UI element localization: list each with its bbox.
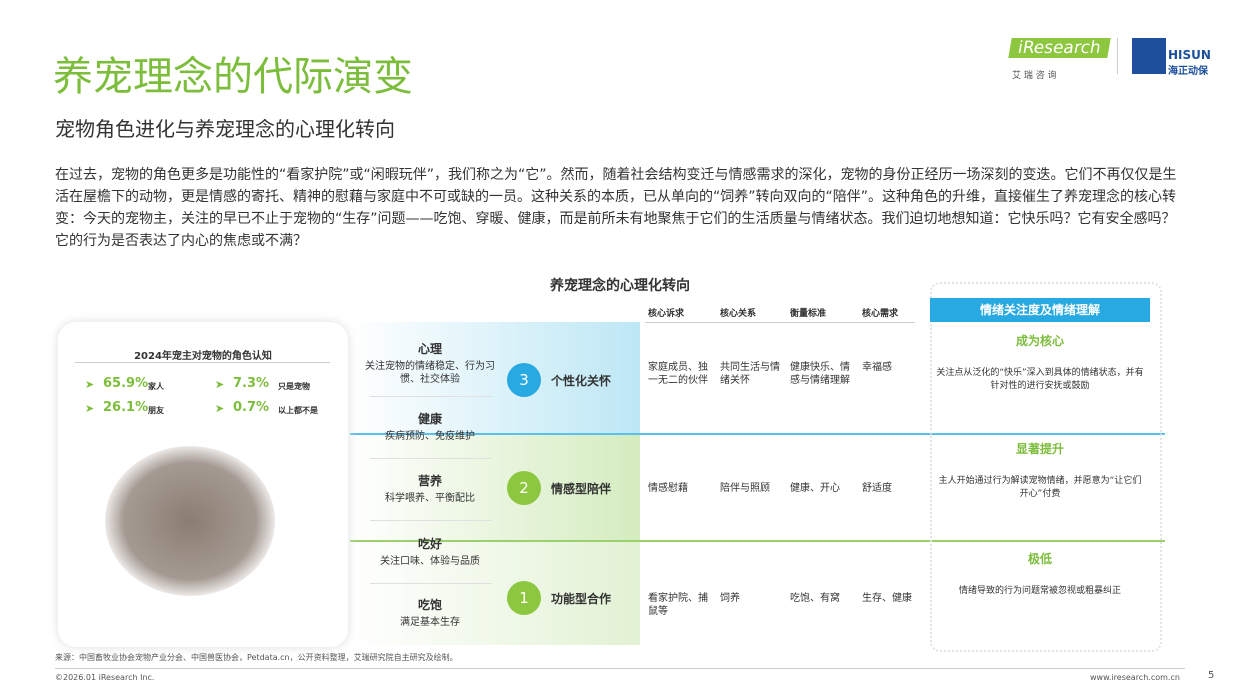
arrow: ➤ xyxy=(85,402,95,415)
logo-brand: iResearch xyxy=(1008,38,1111,58)
table-cell: 幸福感 xyxy=(862,362,892,373)
need-desc: 满足基本生存 xyxy=(400,617,460,628)
band-bottom xyxy=(350,540,640,645)
title: 养宠理念的代际演变 xyxy=(53,54,413,100)
survey-value: 26.1% xyxy=(103,400,149,415)
need-name: 营养 xyxy=(417,474,442,488)
logo-brand-cn: 艾 瑞 咨 询 xyxy=(1012,71,1057,81)
rule xyxy=(75,362,330,363)
survey-value: 65.9% xyxy=(103,376,149,391)
level-circle: 1 xyxy=(507,581,541,615)
survey-value: 0.7% xyxy=(233,400,270,415)
survey-label: 只是宠物 xyxy=(278,382,310,391)
rule xyxy=(645,322,915,323)
separator xyxy=(350,433,1165,435)
need-desc: 疾病预防、免疫维护 xyxy=(385,431,475,442)
table-cell: 吃饱、有窝 xyxy=(790,593,840,604)
emotion-panel xyxy=(930,282,1162,652)
survey-label: 以上都不是 xyxy=(278,406,318,415)
table-header: 核心需求 xyxy=(862,309,899,319)
table-header: 核心关系 xyxy=(720,309,757,319)
rule xyxy=(370,520,492,521)
table-header: 核心诉求 xyxy=(648,309,685,319)
rule xyxy=(370,396,492,397)
divider xyxy=(1117,38,1118,74)
band-top xyxy=(350,322,640,433)
table-cell: 共同生活与情绪关怀 xyxy=(720,362,780,386)
table-cell: 健康、开心 xyxy=(790,483,840,494)
level-name: 情感型陪伴 xyxy=(551,482,612,496)
partner-icon xyxy=(1132,38,1166,74)
table-cell: 看家护院、捕鼠等 xyxy=(648,593,708,617)
emotion-level: 显著提升 xyxy=(1015,442,1064,456)
level-name: 功能型合作 xyxy=(551,592,612,606)
rule xyxy=(370,458,492,459)
emotion-desc: 主人开始通过行为解读宠物情绪，并愿意为“让它们开心”付费 xyxy=(938,476,1142,499)
website: www.iresearch.com.cn xyxy=(1090,673,1180,682)
intro-paragraph: 在过去，宠物的角色更多是功能性的“看家护院”或“闲暇玩伴”，我们称之为“它”。然… xyxy=(55,167,1177,249)
level-name: 个性化关怀 xyxy=(551,374,612,388)
cat-photo xyxy=(105,446,275,596)
survey-label: 家人 xyxy=(148,382,164,391)
need-name: 心理 xyxy=(417,342,442,356)
source: 来源：中国畜牧业协会宠物产业分会、中国兽医协会，Petdata.cn，公开资料整… xyxy=(55,653,458,662)
level-circle: 3 xyxy=(507,363,541,397)
table-cell: 情感慰藉 xyxy=(648,483,688,494)
emotion-desc: 情绪导致的行为问题常被忽视或粗暴纠正 xyxy=(958,586,1121,596)
arrow: ➤ xyxy=(215,402,225,415)
table-cell: 陪伴与照顾 xyxy=(720,483,770,494)
table-cell: 饲养 xyxy=(720,593,740,604)
table-cell: 家庭成员、独一无二的伙伴 xyxy=(648,362,708,386)
emotion-level: 极低 xyxy=(1027,552,1052,566)
band-middle xyxy=(350,433,640,540)
copyright: ©2026.01 iResearch Inc. xyxy=(55,673,155,682)
emotion-header: 情绪关注度及情绪理解 xyxy=(930,298,1150,322)
need-desc: 科学喂养、平衡配比 xyxy=(385,493,475,504)
footer-rule xyxy=(55,668,1185,669)
table-cell: 舒适度 xyxy=(862,483,892,494)
rule xyxy=(370,583,492,584)
level-circle: 2 xyxy=(507,471,541,505)
survey-title: 2024年宠主对宠物的角色认知 xyxy=(134,351,272,362)
emotion-level: 成为核心 xyxy=(1015,334,1064,348)
diagram-title: 养宠理念的心理化转向 xyxy=(550,278,690,294)
table-cell: 健康快乐、情感与情绪理解 xyxy=(790,362,850,386)
separator xyxy=(350,540,1165,542)
logo-partner-cn: 海正动保 xyxy=(1168,66,1208,77)
table-cell: 生存、健康 xyxy=(862,593,912,604)
table-header: 衡量标准 xyxy=(790,309,827,319)
need-name: 吃饱 xyxy=(417,598,442,612)
emotion-desc: 关注点从泛化的“快乐”深入到具体的情绪状态，并有针对性的进行安抚或鼓励 xyxy=(936,368,1144,391)
survey-value: 7.3% xyxy=(233,376,270,391)
survey-label: 朋友 xyxy=(148,406,164,415)
arrow: ➤ xyxy=(215,378,225,391)
page-number: 5 xyxy=(1208,670,1215,681)
subtitle: 宠物角色进化与养宠理念的心理化转向 xyxy=(55,117,395,141)
need-name: 健康 xyxy=(417,412,442,426)
need-desc: 关注宠物的情绪稳定、行为习惯、社交体验 xyxy=(365,361,495,385)
need-desc: 关注口味、体验与品质 xyxy=(380,556,480,567)
logo-partner: HISUN xyxy=(1168,48,1211,62)
need-name: 吃好 xyxy=(417,537,442,551)
arrow: ➤ xyxy=(85,378,95,391)
